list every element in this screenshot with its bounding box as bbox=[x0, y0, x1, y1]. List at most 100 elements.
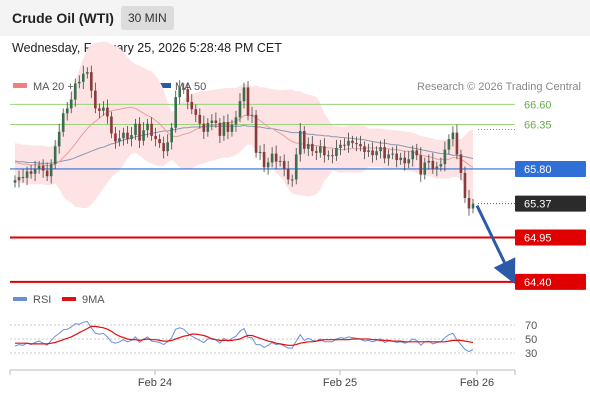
candle bbox=[379, 140, 382, 159]
candle-body bbox=[65, 108, 69, 114]
candle bbox=[138, 117, 141, 148]
candle-body bbox=[158, 139, 161, 144]
rsi-line bbox=[14, 320, 474, 353]
candle bbox=[186, 82, 190, 110]
candle-body bbox=[114, 133, 117, 142]
candle bbox=[110, 111, 113, 139]
candle-body bbox=[359, 143, 362, 147]
rsi-lines bbox=[14, 320, 474, 353]
candle-body bbox=[315, 151, 318, 153]
candle-body bbox=[447, 139, 451, 150]
resistance-label-1: 66.35 bbox=[524, 120, 552, 132]
timeframe-button[interactable]: 30 MIN bbox=[121, 6, 174, 30]
candle-body bbox=[459, 154, 463, 173]
candle bbox=[351, 135, 354, 148]
candle-body bbox=[222, 122, 226, 136]
support-label-5: 64.40 bbox=[515, 273, 586, 290]
candle-body bbox=[250, 114, 254, 116]
candle bbox=[415, 143, 419, 161]
candle bbox=[335, 139, 338, 161]
candle-body bbox=[178, 88, 182, 98]
rsi-tick-30: 30 bbox=[525, 348, 537, 360]
x-tick-label-0: Feb 24 bbox=[138, 377, 172, 389]
pivot-label-bg bbox=[515, 160, 586, 177]
candle bbox=[94, 82, 97, 114]
candle bbox=[254, 110, 258, 158]
candle-body bbox=[399, 157, 402, 161]
rsi-legend-swatch bbox=[13, 297, 27, 301]
candle bbox=[319, 139, 322, 158]
candle-body bbox=[162, 143, 165, 152]
candle bbox=[106, 99, 109, 124]
candle-body bbox=[110, 116, 113, 134]
rsi-tick-70: 70 bbox=[525, 320, 537, 332]
candle bbox=[134, 118, 137, 140]
candle bbox=[142, 122, 145, 146]
candle-body bbox=[451, 132, 455, 140]
level-labels: 66.60 66.35 65.80 65.37 64.95 64.40 bbox=[515, 99, 586, 290]
candle bbox=[41, 159, 45, 178]
candle bbox=[290, 174, 294, 187]
candle bbox=[146, 118, 149, 138]
rsi-tick-50: 50 bbox=[525, 334, 537, 346]
candle-body bbox=[435, 166, 439, 169]
pivot-label-2: 65.80 bbox=[515, 160, 586, 177]
candle-body bbox=[298, 131, 302, 155]
candle bbox=[451, 126, 455, 147]
candle bbox=[423, 157, 427, 180]
candle bbox=[463, 166, 467, 203]
candle bbox=[122, 127, 125, 146]
candle-body bbox=[471, 203, 475, 209]
candle bbox=[286, 160, 290, 185]
candle bbox=[455, 124, 459, 160]
candle-body bbox=[379, 147, 382, 152]
candle-body bbox=[383, 147, 386, 159]
candle bbox=[230, 119, 234, 137]
candle-body bbox=[306, 143, 310, 149]
candle-body bbox=[81, 73, 85, 82]
candle bbox=[298, 122, 302, 162]
rsi-ma-line bbox=[15, 325, 474, 346]
candle-body bbox=[387, 154, 390, 159]
candle-body bbox=[154, 135, 157, 140]
candle-body bbox=[146, 123, 149, 131]
candle bbox=[270, 147, 274, 168]
last_price-label-bg bbox=[515, 195, 586, 212]
candle-body bbox=[226, 122, 230, 132]
candle-body bbox=[339, 144, 342, 148]
last_price-label-3: 65.37 bbox=[515, 195, 586, 212]
candle bbox=[447, 134, 451, 155]
candle-body bbox=[13, 180, 17, 183]
candle-body bbox=[29, 171, 33, 174]
candle bbox=[383, 139, 386, 164]
candle bbox=[214, 112, 218, 128]
candle bbox=[419, 147, 423, 182]
candle bbox=[114, 126, 117, 149]
candle bbox=[427, 154, 431, 170]
chart-datetime: Wednesday, February 25, 2026 5:28:48 PM … bbox=[12, 41, 282, 55]
candle-body bbox=[367, 150, 370, 152]
candle bbox=[226, 114, 230, 140]
candle bbox=[363, 141, 366, 160]
support-label-text: 64.95 bbox=[524, 233, 552, 245]
candle-body bbox=[134, 123, 137, 136]
candle-body bbox=[427, 160, 431, 163]
candle bbox=[57, 123, 61, 154]
candle-body bbox=[302, 131, 306, 149]
candle-body bbox=[126, 132, 129, 140]
candle bbox=[347, 132, 350, 153]
candle-body bbox=[463, 172, 467, 198]
candle-body bbox=[246, 87, 250, 116]
rsi-legend: RSI 9MA bbox=[13, 294, 105, 306]
candle bbox=[13, 175, 17, 188]
candle-body bbox=[218, 122, 222, 136]
candle-body bbox=[186, 89, 190, 102]
candle-body bbox=[230, 124, 234, 132]
candle-body bbox=[150, 123, 153, 136]
candle-body bbox=[423, 162, 427, 175]
support-label-4: 64.95 bbox=[515, 229, 586, 246]
candle bbox=[258, 145, 262, 161]
x-tick-label-2: Feb 26 bbox=[460, 377, 494, 389]
candle bbox=[118, 130, 121, 147]
